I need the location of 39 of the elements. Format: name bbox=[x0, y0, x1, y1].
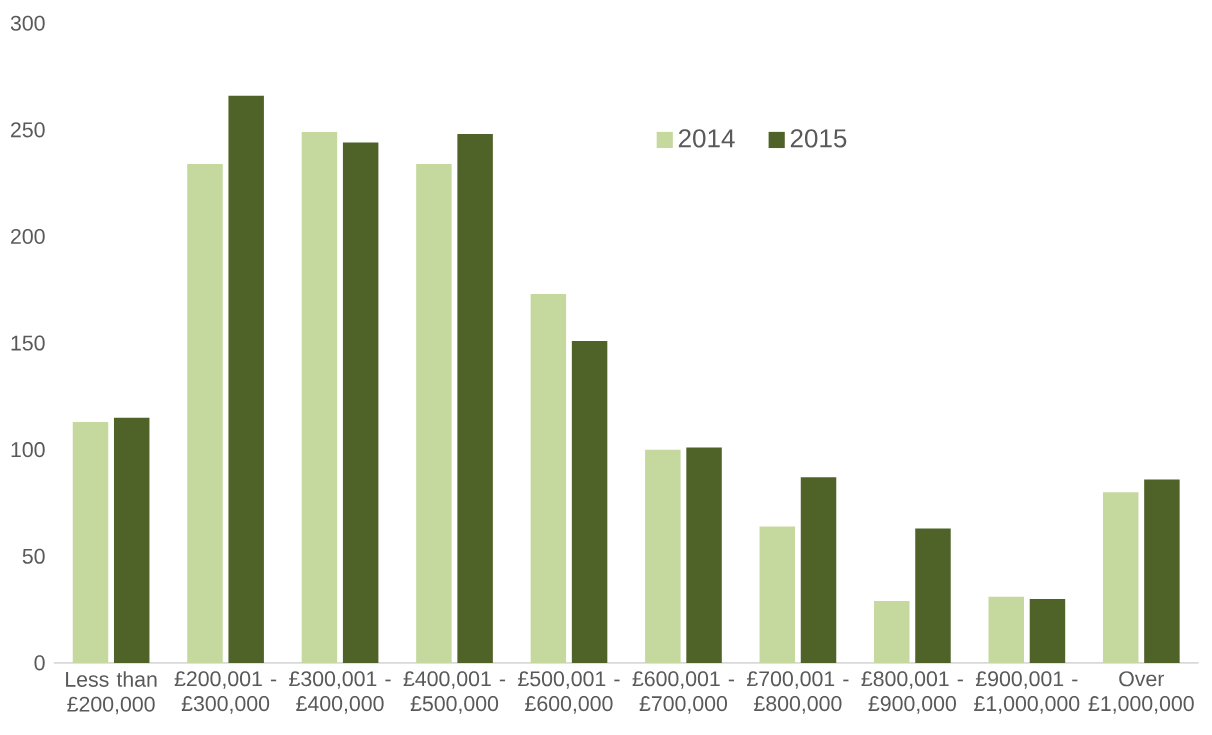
bar bbox=[457, 134, 493, 663]
bar bbox=[1102, 492, 1139, 663]
x-tick-label: Less than £200,000 bbox=[66, 671, 157, 715]
y-tick-label: 300 bbox=[10, 15, 45, 31]
y-tick-label: 50 bbox=[22, 548, 45, 564]
x-tick-label: £800,001 - £900,000 bbox=[861, 671, 963, 714]
x-tick-label: £700,001 - £800,000 bbox=[746, 671, 849, 714]
x-tick-label: £400,001 - £500,000 bbox=[403, 671, 506, 714]
legend-label: 2015 bbox=[790, 129, 847, 148]
y-tick-label: 200 bbox=[11, 228, 45, 245]
bar bbox=[800, 477, 837, 663]
bar bbox=[1144, 479, 1180, 663]
bar bbox=[1029, 598, 1066, 663]
x-tick-label: £500,001 - £600,000 bbox=[518, 671, 620, 714]
bar bbox=[301, 131, 338, 663]
x-tick-label: £900,001 - £1,000,000 bbox=[974, 671, 1080, 714]
x-tick-label: £300,001 - £400,000 bbox=[289, 671, 391, 714]
bar bbox=[113, 417, 150, 663]
y-tick-label: 150 bbox=[11, 335, 45, 351]
bar bbox=[187, 163, 223, 663]
y-tick-label: 0 bbox=[34, 655, 45, 671]
x-tick-label: £200,001 - £300,000 bbox=[174, 671, 277, 714]
bar bbox=[342, 142, 379, 663]
bar bbox=[416, 163, 452, 663]
bar bbox=[874, 601, 910, 663]
bar bbox=[228, 95, 264, 663]
x-tick-label: Over £1,000,000 bbox=[1088, 671, 1194, 714]
y-tick-label: 100 bbox=[11, 442, 45, 458]
x-tick-label: £600,001 - £700,000 bbox=[632, 671, 734, 714]
bar bbox=[915, 528, 951, 663]
legend-label: 2014 bbox=[678, 129, 735, 148]
bar bbox=[686, 447, 722, 663]
bar bbox=[759, 526, 796, 663]
bar bbox=[645, 449, 681, 663]
bar bbox=[530, 294, 567, 663]
y-tick-label: 250 bbox=[11, 122, 45, 138]
bar bbox=[571, 340, 608, 663]
bar bbox=[72, 421, 109, 663]
bar bbox=[988, 596, 1024, 663]
